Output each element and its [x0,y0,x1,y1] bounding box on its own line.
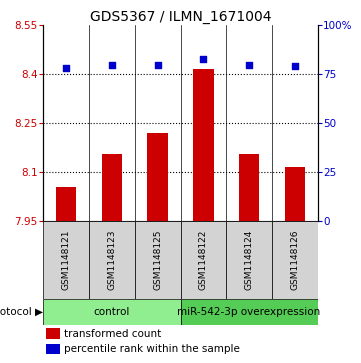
Text: GSM1148122: GSM1148122 [199,230,208,290]
Text: GSM1148125: GSM1148125 [153,230,162,290]
Bar [46,329,60,339]
Bar [46,343,60,354]
Text: transformed count: transformed count [64,329,161,339]
Text: protocol ▶: protocol ▶ [0,307,43,317]
Text: GSM1148121: GSM1148121 [62,230,71,290]
Bar [43,221,89,299]
Text: GSM1148126: GSM1148126 [290,230,299,290]
Bar [43,299,180,325]
Text: percentile rank within the sample: percentile rank within the sample [64,344,240,354]
Bar [56,187,77,221]
Text: GSM1148123: GSM1148123 [108,230,116,290]
Point [246,62,252,68]
Bar [147,133,168,221]
Bar [272,221,318,299]
Bar [193,69,214,221]
Title: GDS5367 / ILMN_1671004: GDS5367 / ILMN_1671004 [90,11,271,24]
Text: miR-542-3p overexpression: miR-542-3p overexpression [178,307,321,317]
Bar [102,154,122,221]
Bar [135,221,180,299]
Bar [226,221,272,299]
Point [109,62,115,68]
Point [63,66,69,72]
Point [292,64,298,69]
Bar [180,299,318,325]
Bar [239,154,259,221]
Point [155,62,161,68]
Bar [284,167,305,221]
Text: GSM1148124: GSM1148124 [245,230,253,290]
Text: control: control [94,307,130,317]
Bar [89,221,135,299]
Bar [180,221,226,299]
Point [200,56,206,62]
